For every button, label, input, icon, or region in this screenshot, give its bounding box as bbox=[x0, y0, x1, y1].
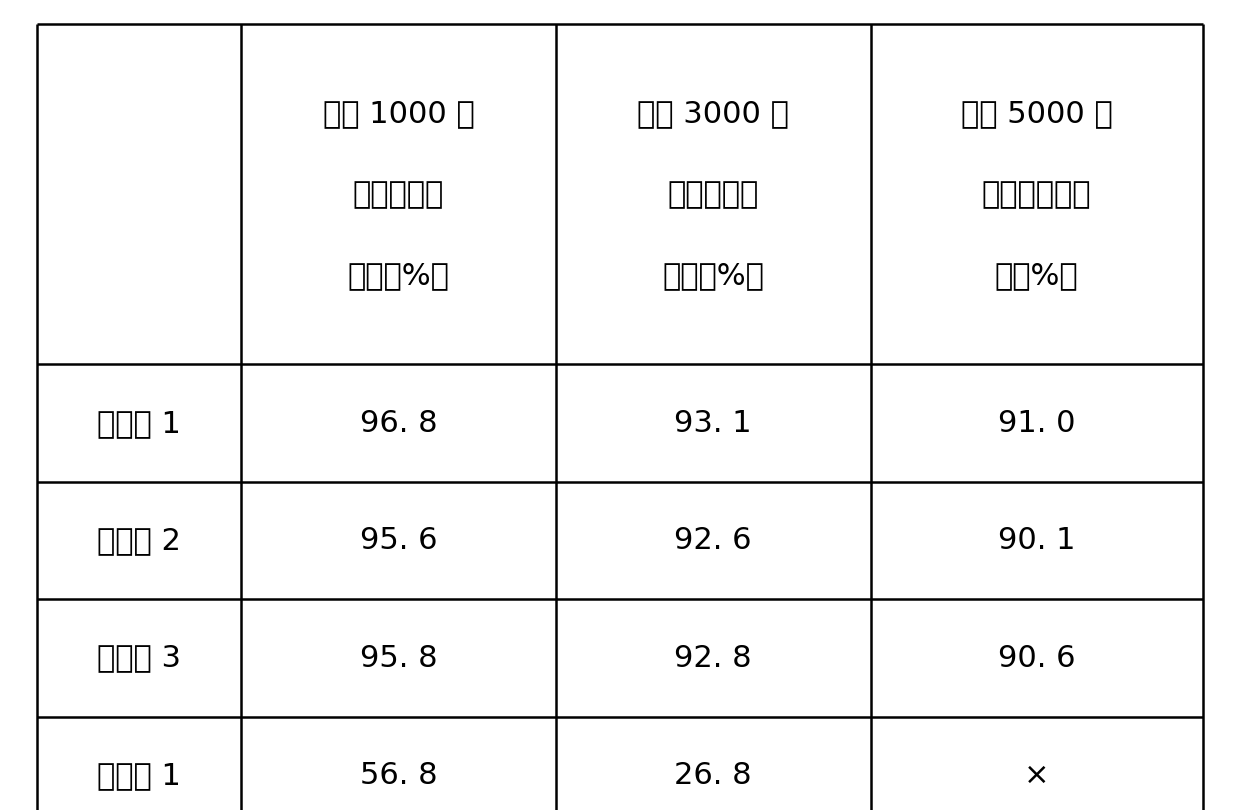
Text: 循环 1000 次

后的容量保

持率（%）: 循环 1000 次 后的容量保 持率（%） bbox=[322, 99, 475, 290]
Text: 96. 8: 96. 8 bbox=[360, 409, 438, 437]
Text: 95. 6: 95. 6 bbox=[360, 526, 438, 555]
Text: 循环 5000 次

后的容量保持

率（%）: 循环 5000 次 后的容量保持 率（%） bbox=[961, 99, 1112, 290]
Text: 95. 8: 95. 8 bbox=[360, 644, 438, 672]
Text: 91. 0: 91. 0 bbox=[998, 409, 1075, 437]
Text: 对比例 1: 对比例 1 bbox=[97, 761, 181, 790]
Text: 26. 8: 26. 8 bbox=[675, 761, 753, 790]
Text: 实施例 1: 实施例 1 bbox=[97, 409, 181, 437]
Text: 92. 6: 92. 6 bbox=[675, 526, 751, 555]
Text: ×: × bbox=[1024, 761, 1049, 790]
Text: 实施例 2: 实施例 2 bbox=[97, 526, 181, 555]
Text: 56. 8: 56. 8 bbox=[360, 761, 438, 790]
Text: 92. 8: 92. 8 bbox=[675, 644, 753, 672]
Text: 93. 1: 93. 1 bbox=[675, 409, 753, 437]
Text: 循环 3000 次

后的容量保

持率（%）: 循环 3000 次 后的容量保 持率（%） bbox=[637, 99, 789, 290]
Text: 90. 6: 90. 6 bbox=[998, 644, 1075, 672]
Text: 90. 1: 90. 1 bbox=[998, 526, 1075, 555]
Text: 实施例 3: 实施例 3 bbox=[97, 644, 181, 672]
